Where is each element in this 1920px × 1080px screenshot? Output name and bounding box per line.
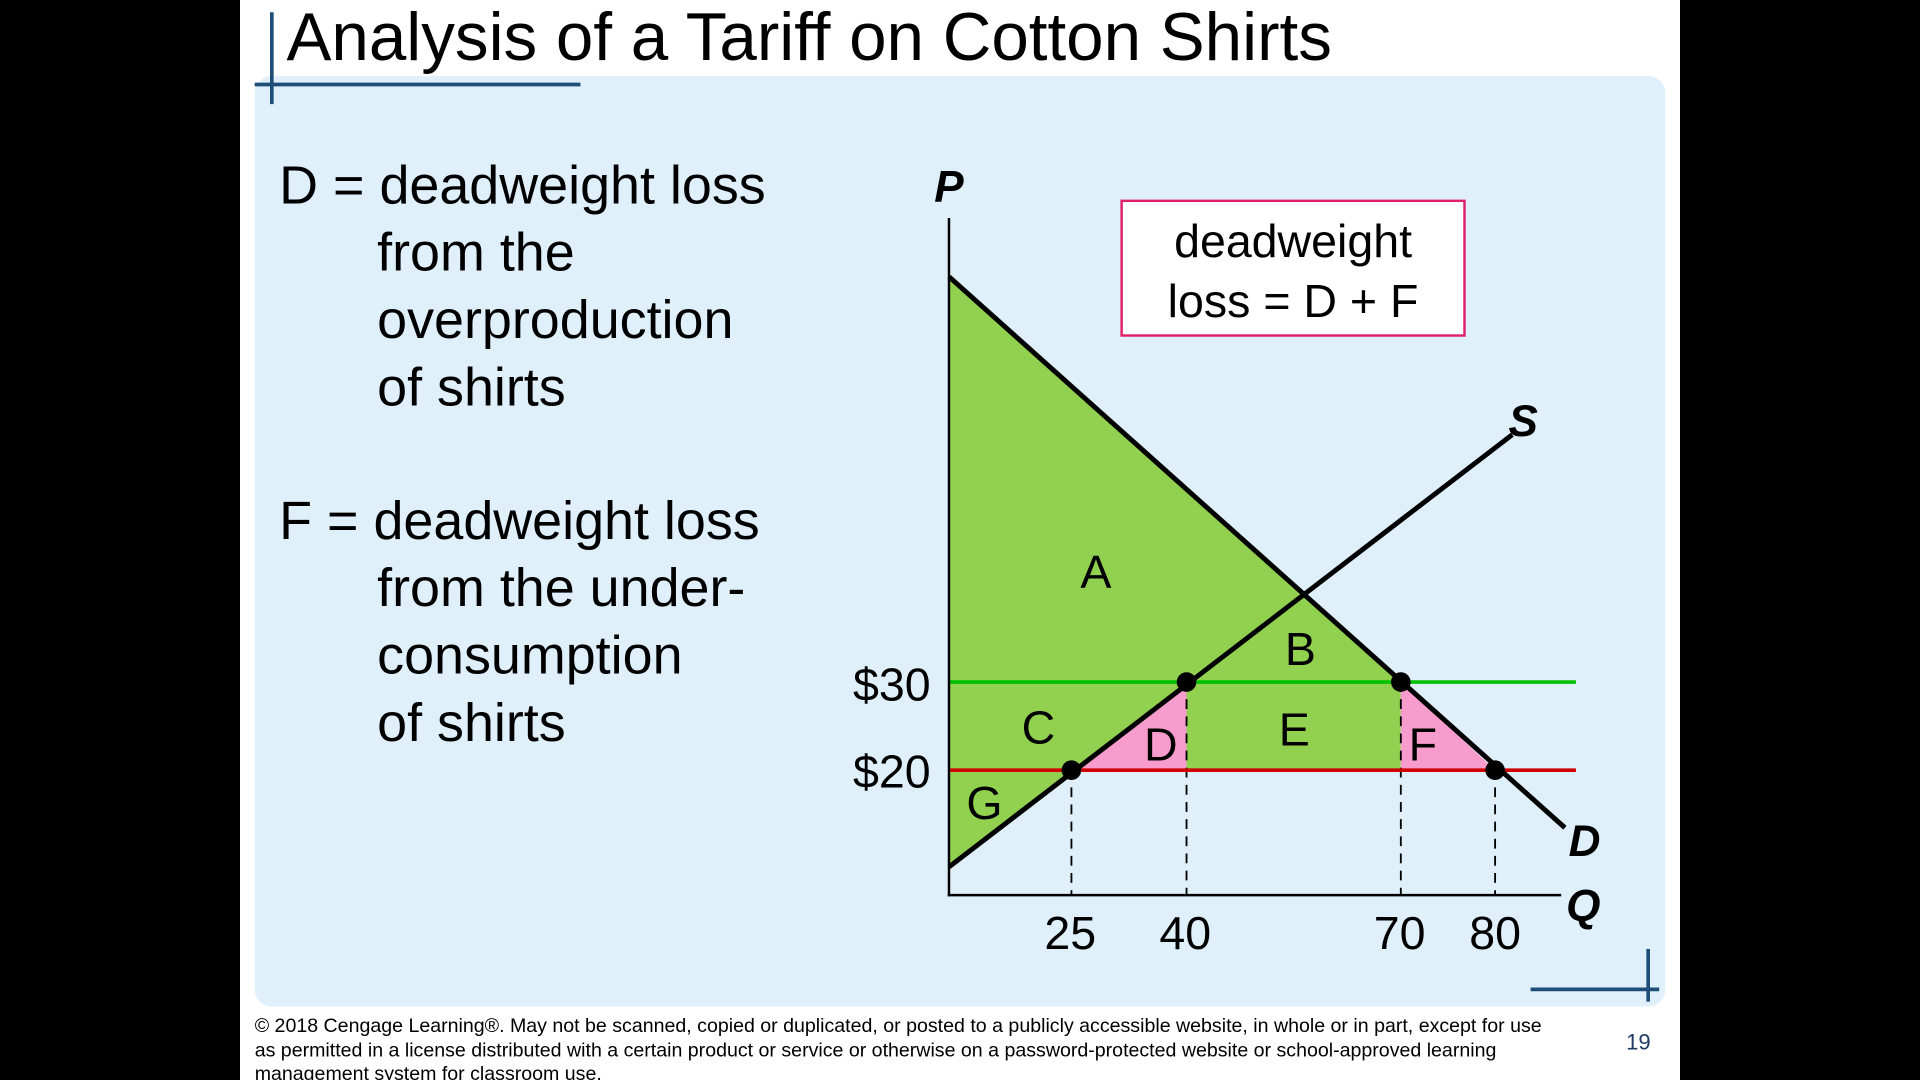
footer-text: © 2018 Cengage Learning®. May not be sca… [255, 1015, 1542, 1037]
point [1391, 672, 1411, 692]
page-number: 19 [1626, 1029, 1651, 1054]
supply-curve [947, 432, 1514, 869]
note-line: from the [377, 223, 575, 283]
point [1485, 760, 1505, 780]
note-line: consumption [377, 625, 682, 685]
notes: D = deadweight loss from the overproductio… [279, 155, 766, 753]
guides [1070, 682, 1497, 896]
area-label: C [1022, 701, 1056, 753]
note-line: overproduction [377, 290, 733, 350]
area-label: E [1279, 704, 1310, 756]
footer-text: management system for classroom use. [255, 1063, 602, 1080]
price-label: $20 [853, 745, 931, 797]
area-label: G [966, 777, 1002, 829]
points [1061, 672, 1505, 780]
note-line: of shirts [377, 357, 566, 417]
demand-curve [947, 274, 1567, 830]
quantity-label: 40 [1159, 907, 1211, 959]
area-label: B [1285, 623, 1316, 675]
callout-text: loss = D + F [1168, 275, 1419, 327]
area-label: F [1409, 718, 1437, 770]
surplus-area [948, 276, 1401, 867]
y-axis-label: P [934, 163, 964, 212]
area-label: D [1144, 718, 1178, 770]
note-line: D = deadweight loss [279, 155, 766, 215]
callout-text: deadweight [1174, 215, 1412, 267]
supply-label: S [1509, 397, 1538, 446]
quantity-label: 80 [1469, 907, 1521, 959]
x-axis-label: Q [1566, 882, 1600, 931]
point [1176, 672, 1197, 692]
quantity-label: 25 [1044, 907, 1096, 959]
note-line: F = deadweight loss [279, 491, 760, 551]
title: Analysis of a Tariff on Cotton Shirts [287, 0, 1332, 75]
area-label: A [1080, 546, 1111, 598]
callout-box [1120, 199, 1466, 337]
note-line: from the under- [377, 558, 745, 618]
quantity-label: 70 [1374, 907, 1426, 959]
demand-label: D [1569, 817, 1601, 866]
footer-text: as permitted in a license distributed wi… [255, 1040, 1497, 1062]
note-line: of shirts [377, 693, 566, 753]
price-label: $30 [853, 658, 931, 710]
point [1061, 760, 1082, 780]
